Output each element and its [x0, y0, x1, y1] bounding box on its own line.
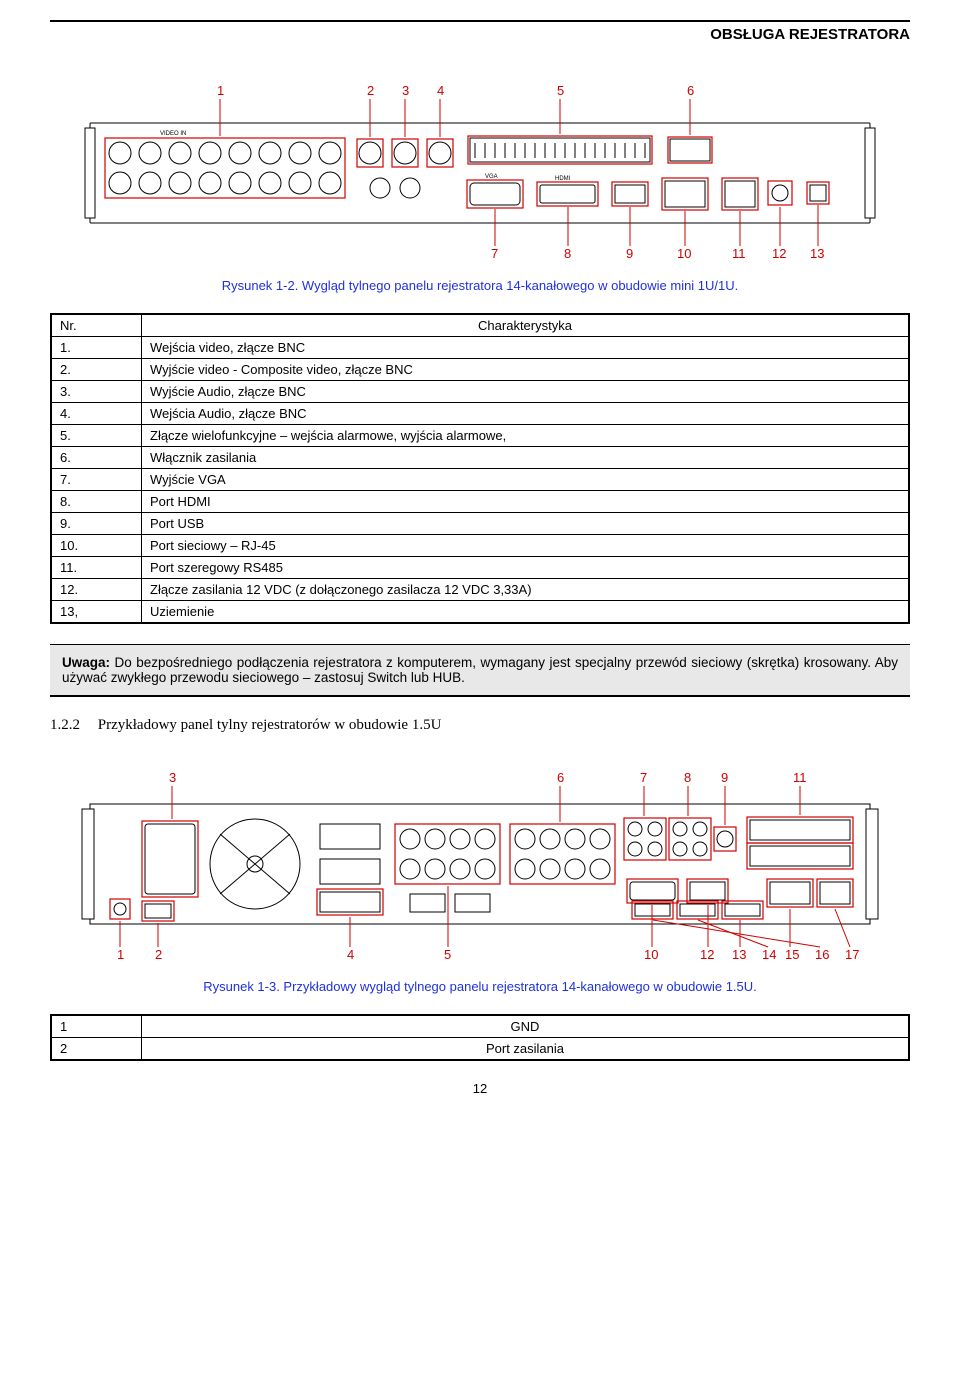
- characteristics-table-2: 1 GND 2 Port zasilania: [50, 1014, 910, 1061]
- table-row-desc: Port USB: [142, 513, 909, 535]
- table-row-nr: 1.: [52, 337, 142, 359]
- table-row-nr: 6.: [52, 447, 142, 469]
- table1-header-nr: Nr.: [52, 315, 142, 337]
- table-row-desc: Wyjście video - Composite video, złącze …: [142, 359, 909, 381]
- f2-bcallout-17: 17: [845, 947, 859, 962]
- f2-callout-3: 3: [169, 770, 176, 785]
- callout-9: 9: [626, 246, 633, 261]
- callout-4: 4: [437, 83, 444, 98]
- table-row-nr: 9.: [52, 513, 142, 535]
- callout-10: 10: [677, 246, 691, 261]
- section-num: 1.2.2: [50, 717, 80, 733]
- figure2-caption: Rysunek 1-3. Przykładowy wygląd tylnego …: [50, 979, 910, 994]
- table1-header-desc: Charakterystyka: [142, 315, 909, 337]
- callout-8: 8: [564, 246, 571, 261]
- table-row-nr: 4.: [52, 403, 142, 425]
- f2-bcallout-1: 1: [117, 947, 124, 962]
- table-row-desc: Uziemienie: [142, 601, 909, 623]
- callout-11: 11: [732, 246, 746, 261]
- table-row-nr: 3.: [52, 381, 142, 403]
- table-row-nr: 7.: [52, 469, 142, 491]
- svg-text:HDMI: HDMI: [555, 176, 571, 182]
- table-row-nr: 5.: [52, 425, 142, 447]
- callout-2: 2: [367, 83, 374, 98]
- rear-panel-figure-2: 3 6 7 8 9 11 1 2 4 5 10 12 13 14 15 16 1…: [70, 764, 890, 964]
- table-row-desc: Wyjście VGA: [142, 469, 909, 491]
- section-title: Przykładowy panel tylny rejestratorów w …: [98, 717, 442, 733]
- characteristics-table-1: Nr. Charakterystyka 1.Wejścia video, złą…: [50, 313, 910, 624]
- table2-row-nr: 2: [52, 1038, 142, 1060]
- header-rule: [50, 20, 910, 22]
- table-row-desc: Wejścia video, złącze BNC: [142, 337, 909, 359]
- svg-text:VGA: VGA: [485, 174, 498, 180]
- f2-callout-8: 8: [684, 770, 691, 785]
- table-row-desc: Wyjście Audio, złącze BNC: [142, 381, 909, 403]
- page-number: 12: [50, 1081, 910, 1096]
- table2-row-desc: Port zasilania: [142, 1038, 909, 1060]
- f2-bcallout-5: 5: [444, 947, 451, 962]
- f2-callout-9: 9: [721, 770, 728, 785]
- callout-1: 1: [217, 83, 224, 98]
- f2-bcallout-15: 15: [785, 947, 799, 962]
- f2-bcallout-12: 12: [700, 947, 714, 962]
- table-row-desc: Złącze zasilania 12 VDC (z dołączonego z…: [142, 579, 909, 601]
- table-row-nr: 11.: [52, 557, 142, 579]
- table-row-desc: Port sieciowy – RJ-45: [142, 535, 909, 557]
- f2-bcallout-13: 13: [732, 947, 746, 962]
- f2-callout-11: 11: [793, 770, 807, 785]
- table-row-nr: 12.: [52, 579, 142, 601]
- table2-row-nr: 1: [52, 1016, 142, 1038]
- callout-13: 13: [810, 246, 824, 261]
- f2-callout-7: 7: [640, 770, 647, 785]
- table-row-desc: Port szeregowy RS485: [142, 557, 909, 579]
- table-row-nr: 13,: [52, 601, 142, 623]
- figure1-caption: Rysunek 1-2. Wygląd tylnego panelu rejes…: [50, 278, 910, 293]
- warning-note: Uwaga: Do bezpośredniego podłączenia rej…: [50, 644, 910, 697]
- f2-bcallout-2: 2: [155, 947, 162, 962]
- callout-5: 5: [557, 83, 564, 98]
- table-row-desc: Wejścia Audio, złącze BNC: [142, 403, 909, 425]
- f2-bcallout-4: 4: [347, 947, 354, 962]
- table-row-desc: Złącze wielofunkcyjne – wejścia alarmowe…: [142, 425, 909, 447]
- table2-row-desc: GND: [142, 1016, 909, 1038]
- table-row-nr: 2.: [52, 359, 142, 381]
- page-header-title: OBSŁUGA REJESTRATORA: [50, 26, 910, 43]
- f2-bcallout-10: 10: [644, 947, 658, 962]
- section-heading: 1.2.2 Przykładowy panel tylny rejestrato…: [50, 717, 910, 734]
- table-row-nr: 8.: [52, 491, 142, 513]
- callout-7: 7: [491, 246, 498, 261]
- note-text: Do bezpośredniego podłączenia rejestrato…: [62, 655, 898, 685]
- callout-3: 3: [402, 83, 409, 98]
- callout-12: 12: [772, 246, 786, 261]
- f2-bcallout-14: 14: [762, 947, 776, 962]
- f2-callout-6: 6: [557, 770, 564, 785]
- callout-6: 6: [687, 83, 694, 98]
- table-row-desc: Port HDMI: [142, 491, 909, 513]
- table-row-nr: 10.: [52, 535, 142, 557]
- table-row-desc: Włącznik zasilania: [142, 447, 909, 469]
- rear-panel-figure-1: VIDEO IN: [70, 83, 890, 263]
- svg-text:VIDEO IN: VIDEO IN: [160, 131, 186, 137]
- f2-bcallout-16: 16: [815, 947, 829, 962]
- note-label: Uwaga:: [62, 655, 110, 670]
